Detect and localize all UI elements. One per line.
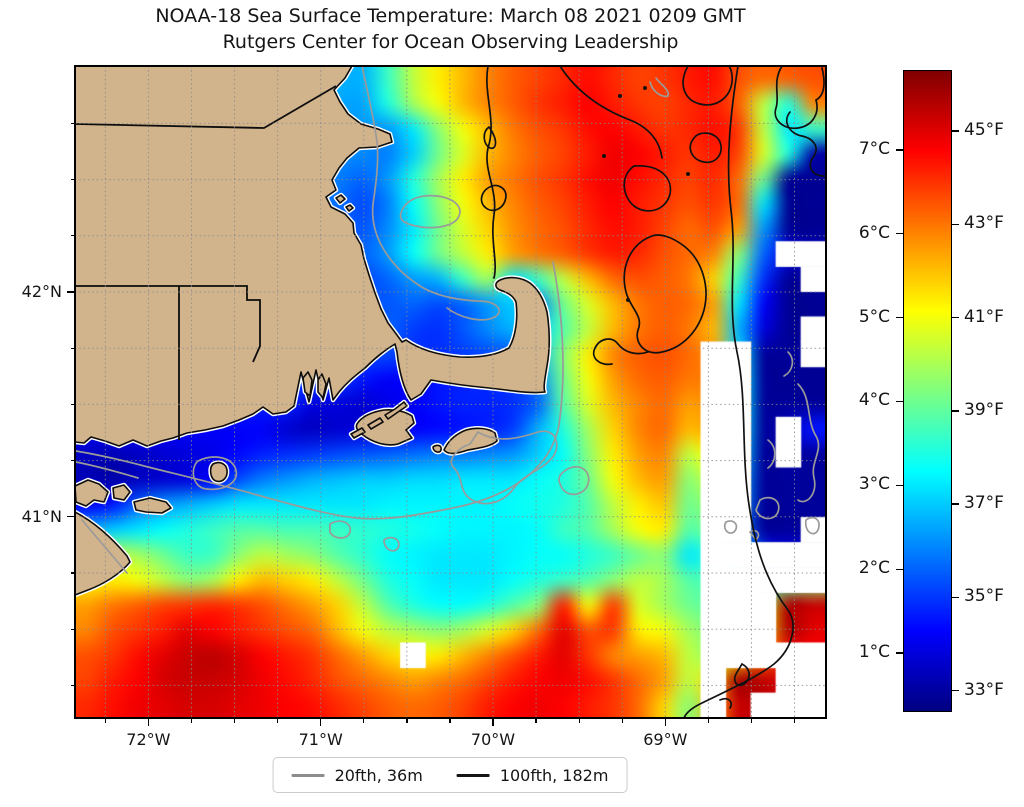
depth-contour-legend: 20fth, 36m 100fth, 182m: [272, 757, 628, 793]
sst-map: [74, 65, 827, 719]
legend-label-100fth: 100fth, 182m: [499, 765, 609, 785]
y-tick: [67, 291, 75, 293]
y-tick-label: 41°N: [21, 506, 62, 526]
x-tick: [750, 718, 753, 723]
y-tick: [70, 235, 75, 237]
x-tick: [320, 718, 322, 726]
y-tick: [70, 572, 75, 574]
legend-line-20fth-swatch: [291, 773, 325, 777]
legend-label-20fth: 20fth, 36m: [334, 765, 423, 785]
colorbar-label-celsius: 4°C: [858, 390, 890, 411]
x-tick-label: 72°W: [126, 730, 171, 749]
colorbar-tick-fahrenheit: [952, 316, 959, 319]
contour-100fth: [480, 66, 825, 718]
x-tick: [707, 718, 710, 723]
colorbar-tick-celsius: [896, 148, 903, 151]
x-tick: [277, 718, 279, 723]
map-layers: [75, 66, 826, 718]
y-tick: [70, 684, 75, 687]
legend-line-100fth-swatch: [456, 773, 490, 777]
colorbar-tick-fahrenheit: [952, 503, 959, 505]
y-tick: [70, 122, 75, 125]
x-tick: [406, 718, 408, 723]
colorbar-label-celsius: 3°C: [858, 474, 890, 495]
y-tick-label: 42°N: [21, 282, 62, 301]
colorbar-gradient: [903, 70, 952, 712]
colorbar-tick-celsius: [896, 652, 903, 655]
figure-subtitle: Rutgers Center for Ocean Observing Leade…: [222, 30, 679, 53]
colorbar-label-celsius: 7°C: [858, 138, 890, 159]
colorbar-label-celsius: 6°C: [858, 222, 890, 243]
colorbar-label-celsius: 2°C: [858, 558, 890, 579]
y-tick: [70, 628, 75, 630]
colorbar-label-fahrenheit: 33°F: [964, 679, 1004, 700]
colorbar-tick-celsius: [896, 484, 903, 487]
land-polygons: [75, 66, 551, 596]
x-tick: [578, 718, 580, 723]
figure-title-block: NOAA-18 Sea Surface Temperature: March 0…: [75, 4, 826, 54]
colorbar-tick-fahrenheit: [952, 223, 959, 226]
y-tick: [67, 516, 75, 518]
x-tick-label: 71°W: [298, 730, 343, 749]
colorbar-tick-celsius: [896, 232, 903, 235]
x-tick: [233, 718, 236, 723]
colorbar-tick-celsius: [896, 568, 903, 571]
colorbar-label-fahrenheit: 39°F: [964, 399, 1004, 420]
x-tick: [449, 718, 451, 723]
colorbar-tick-fahrenheit: [952, 410, 959, 412]
x-tick: [535, 718, 537, 723]
x-tick: [363, 718, 365, 723]
y-tick: [70, 347, 75, 349]
x-tick-label: 70°W: [470, 730, 516, 749]
colorbar-label-celsius: 1°C: [858, 642, 890, 663]
x-tick: [147, 718, 150, 726]
figure-title: NOAA-18 Sea Surface Temperature: March 0…: [155, 5, 746, 27]
y-tick: [70, 460, 75, 462]
y-tick: [70, 403, 75, 406]
y-tick: [70, 179, 75, 181]
x-tick: [190, 718, 193, 723]
colorbar-label-celsius: 5°C: [858, 306, 890, 327]
legend-item-20fth: 20fth, 36m: [291, 765, 423, 785]
colorbar-label-fahrenheit: 45°F: [964, 120, 1004, 141]
colorbar-label-fahrenheit: 37°F: [964, 493, 1004, 514]
x-tick: [793, 718, 796, 723]
legend-item-100fth: 100fth, 182m: [456, 765, 609, 785]
colorbar-label-fahrenheit: 43°F: [964, 213, 1004, 234]
colorbar-label-fahrenheit: 41°F: [964, 306, 1004, 327]
colorbar-tick-celsius: [896, 316, 903, 319]
map-overlay: [74, 65, 827, 719]
colorbar-tick-celsius: [896, 400, 903, 403]
colorbar-tick-fahrenheit: [952, 596, 959, 599]
contour-20fth: [75, 66, 820, 574]
x-tick: [664, 718, 666, 726]
colorbar-tick-fahrenheit: [952, 689, 959, 692]
x-tick: [492, 718, 494, 726]
x-tick: [621, 718, 623, 723]
x-tick-label: 69°W: [643, 730, 688, 749]
colorbar-label-fahrenheit: 35°F: [964, 586, 1004, 607]
x-tick: [104, 718, 107, 723]
state-borders: [75, 85, 337, 440]
colorbar-tick-fahrenheit: [952, 130, 959, 132]
